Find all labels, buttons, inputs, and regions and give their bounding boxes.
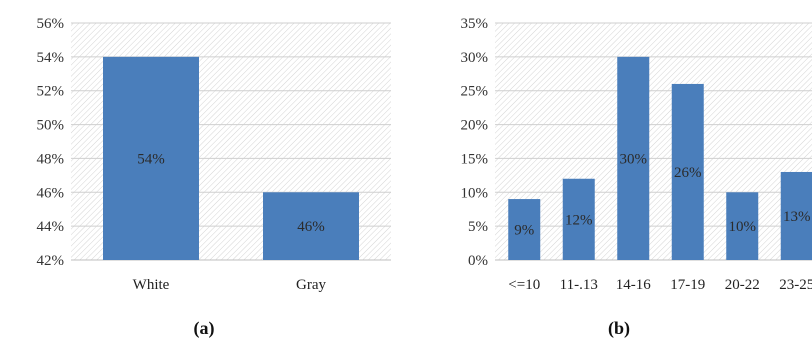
y-tick-label: 30% — [461, 50, 489, 66]
x-tick-label: 20-22 — [725, 277, 760, 293]
bar — [508, 199, 541, 260]
x-tick-label: 17-19 — [670, 277, 705, 293]
bar — [103, 56, 199, 260]
data-label: 9% — [514, 223, 534, 239]
data-label: 54% — [137, 151, 165, 167]
bar — [617, 56, 650, 260]
panel-label-a: (a) — [194, 318, 215, 339]
y-tick-label: 48% — [37, 151, 65, 167]
y-tick-labels-a: 42% 44% 46% 48% 50% 52% 54% 56% — [37, 16, 65, 269]
data-label: 13% — [783, 209, 811, 225]
x-tick-label: <=10 — [508, 277, 540, 293]
y-tick-label: 44% — [37, 219, 65, 235]
x-tick-label: 14-16 — [616, 277, 651, 293]
data-label: 10% — [729, 219, 757, 235]
data-label: 46% — [297, 219, 325, 235]
x-tick-label: Gray — [296, 277, 326, 293]
y-tick-label: 20% — [461, 118, 489, 134]
y-tick-label: 10% — [461, 185, 489, 201]
bars-b — [508, 56, 812, 260]
x-tick-label: 23-25 — [779, 277, 812, 293]
data-labels-b: 9% 12% 30% 26% 10% 13% — [514, 151, 810, 238]
bar — [562, 178, 595, 260]
y-tick-label: 42% — [37, 253, 65, 269]
data-label: 12% — [565, 212, 593, 228]
y-tick-label: 0% — [468, 253, 488, 269]
y-tick-label: 54% — [37, 50, 65, 66]
y-tick-label: 52% — [37, 84, 65, 100]
x-tick-label: White — [133, 277, 170, 293]
bar — [780, 171, 812, 260]
data-label: 30% — [620, 151, 648, 167]
bar — [263, 192, 359, 260]
x-tick-labels-a: White Gray — [133, 277, 327, 293]
bar — [726, 192, 759, 260]
bars-a — [103, 56, 359, 260]
data-labels-a: 54% 46% — [137, 151, 325, 235]
y-tick-label: 35% — [461, 16, 489, 32]
plot-area-b — [495, 23, 812, 260]
y-tick-label: 50% — [37, 118, 65, 134]
y-tick-label: 56% — [37, 16, 65, 32]
chart-panel-b: 0% 5% 10% 15% 20% 25% 30% 35% <=10 11-.13 14-16 17… — [461, 16, 812, 339]
bar — [671, 83, 704, 260]
x-tick-label: 11-.13 — [560, 277, 598, 293]
panel-label-b: (b) — [608, 318, 630, 339]
chart-panel-a: 42% 44% 46% 48% 50% 52% 54% 56% White Gray 54% 46… — [37, 16, 391, 339]
y-tick-label: 46% — [37, 185, 65, 201]
y-tick-label: 5% — [468, 219, 488, 235]
y-tick-label: 15% — [461, 151, 489, 167]
data-label: 26% — [674, 165, 702, 181]
x-tick-labels-b: <=10 11-.13 14-16 17-19 20-22 23-25 — [508, 277, 812, 293]
y-tick-labels-b: 0% 5% 10% 15% 20% 25% 30% 35% — [461, 16, 489, 269]
gridlines-b — [495, 22, 812, 261]
y-tick-label: 25% — [461, 84, 489, 100]
